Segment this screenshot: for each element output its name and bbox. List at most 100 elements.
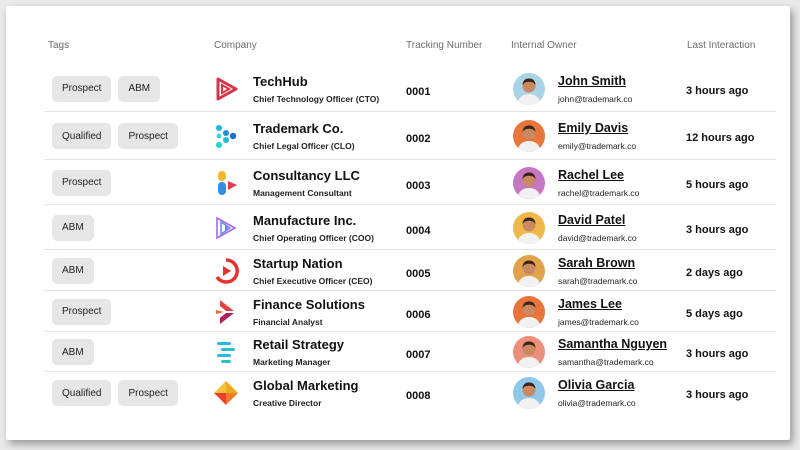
company-name[interactable]: Startup Nation bbox=[253, 255, 343, 271]
tag-chip[interactable]: Prospect bbox=[52, 169, 112, 196]
owner-cell: Sarah Brown sarah@trademark.co bbox=[513, 250, 638, 291]
company-cell: Retail Strategy Marketing Manager bbox=[212, 332, 344, 372]
company-cell: Startup Nation Chief Executive Officer (C… bbox=[212, 250, 373, 291]
table-row[interactable]: Prospect ABM TechHub Chief Technology Offic… bbox=[44, 66, 776, 111]
tags-cell: ABM bbox=[52, 205, 94, 250]
company-cell: Consultancy LLC Management Consultant bbox=[212, 160, 360, 205]
company-cell: Manufacture Inc. Chief Operating Officer … bbox=[212, 205, 374, 250]
header-last-interaction[interactable]: Last Interaction bbox=[687, 40, 756, 51]
company-logo-icon bbox=[212, 214, 240, 242]
table-row[interactable]: ABM Retail Strategy Marketing Manager 0007 S… bbox=[44, 331, 776, 372]
header-tracking-number[interactable]: Tracking Number bbox=[406, 40, 483, 51]
tag-chip[interactable]: ABM bbox=[118, 75, 161, 102]
owner-name-link[interactable]: Olivia Garcia bbox=[558, 378, 635, 392]
header-company[interactable]: Company bbox=[214, 40, 257, 51]
company-logo-icon bbox=[212, 75, 240, 103]
table-row[interactable]: Qualified Prospect Global Marketing Creativ… bbox=[44, 371, 776, 414]
company-logo-icon bbox=[212, 298, 240, 326]
table-row[interactable]: ABM Startup Nation Chief Executive Officer… bbox=[44, 249, 776, 291]
table-row[interactable]: Prospect Consultancy LLC Management Consul… bbox=[44, 159, 776, 205]
contact-role: Chief Technology Officer (CTO) bbox=[253, 93, 380, 104]
avatar bbox=[513, 166, 545, 199]
owner-email: rachel@trademark.co bbox=[558, 187, 640, 198]
owner-cell: Olivia Garcia olivia@trademark.co bbox=[513, 372, 636, 414]
contact-role: Chief Executive Officer (CEO) bbox=[253, 275, 373, 286]
owner-email: olivia@trademark.co bbox=[558, 398, 636, 408]
company-logo-icon bbox=[212, 122, 240, 150]
company-name[interactable]: Global Marketing bbox=[253, 378, 359, 393]
contact-role: Chief Legal Officer (CLO) bbox=[253, 141, 355, 151]
tag-chip[interactable]: Qualified bbox=[52, 380, 112, 406]
avatar bbox=[513, 211, 545, 244]
owner-name-link[interactable]: Rachel Lee bbox=[558, 167, 625, 182]
owner-cell: Rachel Lee rachel@trademark.co bbox=[513, 160, 639, 205]
avatar bbox=[513, 377, 545, 409]
last-interaction: 5 days ago bbox=[686, 307, 743, 320]
owner-cell: Samantha Nguyen samantha@trademark.co bbox=[513, 332, 667, 372]
tag-chip[interactable]: ABM bbox=[52, 339, 94, 365]
contact-role: Financial Analyst bbox=[253, 316, 323, 327]
tracking-number: 0005 bbox=[406, 267, 431, 280]
tag-chip[interactable]: Prospect bbox=[118, 380, 178, 406]
avatar bbox=[513, 120, 545, 152]
avatar bbox=[513, 254, 545, 287]
contact-role: Marketing Manager bbox=[253, 357, 331, 367]
header-tags[interactable]: Tags bbox=[48, 40, 70, 51]
company-name[interactable]: Consultancy LLC bbox=[253, 167, 360, 183]
tracking-number: 0006 bbox=[406, 308, 431, 321]
tag-chip[interactable]: Qualified bbox=[52, 123, 112, 149]
company-name[interactable]: Trademark Co. bbox=[253, 121, 344, 136]
owner-cell: David Patel david@trademark.co bbox=[513, 205, 637, 250]
tags-cell: Prospect ABM bbox=[52, 66, 161, 111]
company-logo-icon bbox=[212, 379, 240, 407]
avatar bbox=[513, 336, 545, 368]
tag-chip[interactable]: Prospect bbox=[52, 75, 112, 102]
owner-name-link[interactable]: John Smith bbox=[558, 73, 627, 88]
last-interaction: 3 hours ago bbox=[686, 389, 749, 401]
owner-email: samantha@trademark.co bbox=[558, 357, 654, 367]
company-name[interactable]: TechHub bbox=[253, 73, 308, 89]
owner-name-link[interactable]: Samantha Nguyen bbox=[558, 337, 668, 351]
tracking-number: 0001 bbox=[406, 85, 431, 98]
tracking-number: 0004 bbox=[406, 224, 431, 237]
tags-cell: Prospect bbox=[52, 291, 112, 332]
company-logo-icon bbox=[212, 169, 240, 197]
contacts-table-card: Tags Company Tracking Number Internal Ow… bbox=[6, 6, 790, 440]
company-cell: TechHub Chief Technology Officer (CTO) bbox=[212, 66, 379, 111]
owner-name-link[interactable]: James Lee bbox=[558, 296, 622, 311]
company-name[interactable]: Retail Strategy bbox=[253, 337, 345, 352]
owner-name-link[interactable]: Sarah Brown bbox=[558, 255, 636, 270]
tags-cell: Prospect bbox=[52, 160, 112, 205]
table-row[interactable]: ABM Manufacture Inc. Chief Operating Offic… bbox=[44, 204, 776, 250]
company-logo-icon bbox=[212, 338, 240, 366]
owner-email: sarah@trademark.co bbox=[558, 275, 638, 286]
tracking-number: 0003 bbox=[406, 179, 431, 192]
owner-email: david@trademark.co bbox=[558, 232, 637, 243]
avatar bbox=[513, 72, 545, 105]
tag-chip[interactable]: Prospect bbox=[118, 123, 178, 149]
owner-email: emily@trademark.co bbox=[558, 141, 637, 151]
table-row[interactable]: Prospect Finance Solutions Financial Analy… bbox=[44, 290, 776, 332]
tags-cell: Qualified Prospect bbox=[52, 372, 178, 414]
table-row[interactable]: Qualified Prospect Trademark Co. Chief Lega… bbox=[44, 111, 776, 160]
avatar bbox=[513, 295, 545, 328]
tag-chip[interactable]: ABM bbox=[52, 257, 94, 284]
last-interaction: 3 hours ago bbox=[686, 84, 749, 97]
contact-role: Creative Director bbox=[253, 398, 322, 408]
table-header: Tags Company Tracking Number Internal Ow… bbox=[6, 40, 790, 64]
tag-chip[interactable]: Prospect bbox=[52, 298, 112, 325]
header-internal-owner[interactable]: Internal Owner bbox=[511, 40, 577, 51]
tracking-number: 0007 bbox=[406, 349, 431, 361]
company-name[interactable]: Manufacture Inc. bbox=[253, 212, 357, 228]
company-cell: Finance Solutions Financial Analyst bbox=[212, 291, 365, 332]
owner-name-link[interactable]: Emily Davis bbox=[558, 121, 629, 135]
contact-role: Management Consultant bbox=[253, 187, 352, 198]
owner-cell: John Smith john@trademark.co bbox=[513, 66, 632, 111]
tag-chip[interactable]: ABM bbox=[52, 214, 94, 241]
owner-email: john@trademark.co bbox=[558, 93, 633, 104]
tags-cell: ABM bbox=[52, 332, 94, 372]
owner-name-link[interactable]: David Patel bbox=[558, 212, 626, 227]
company-name[interactable]: Finance Solutions bbox=[253, 296, 365, 312]
company-cell: Global Marketing Creative Director bbox=[212, 372, 358, 414]
tags-cell: Qualified Prospect bbox=[52, 112, 178, 160]
